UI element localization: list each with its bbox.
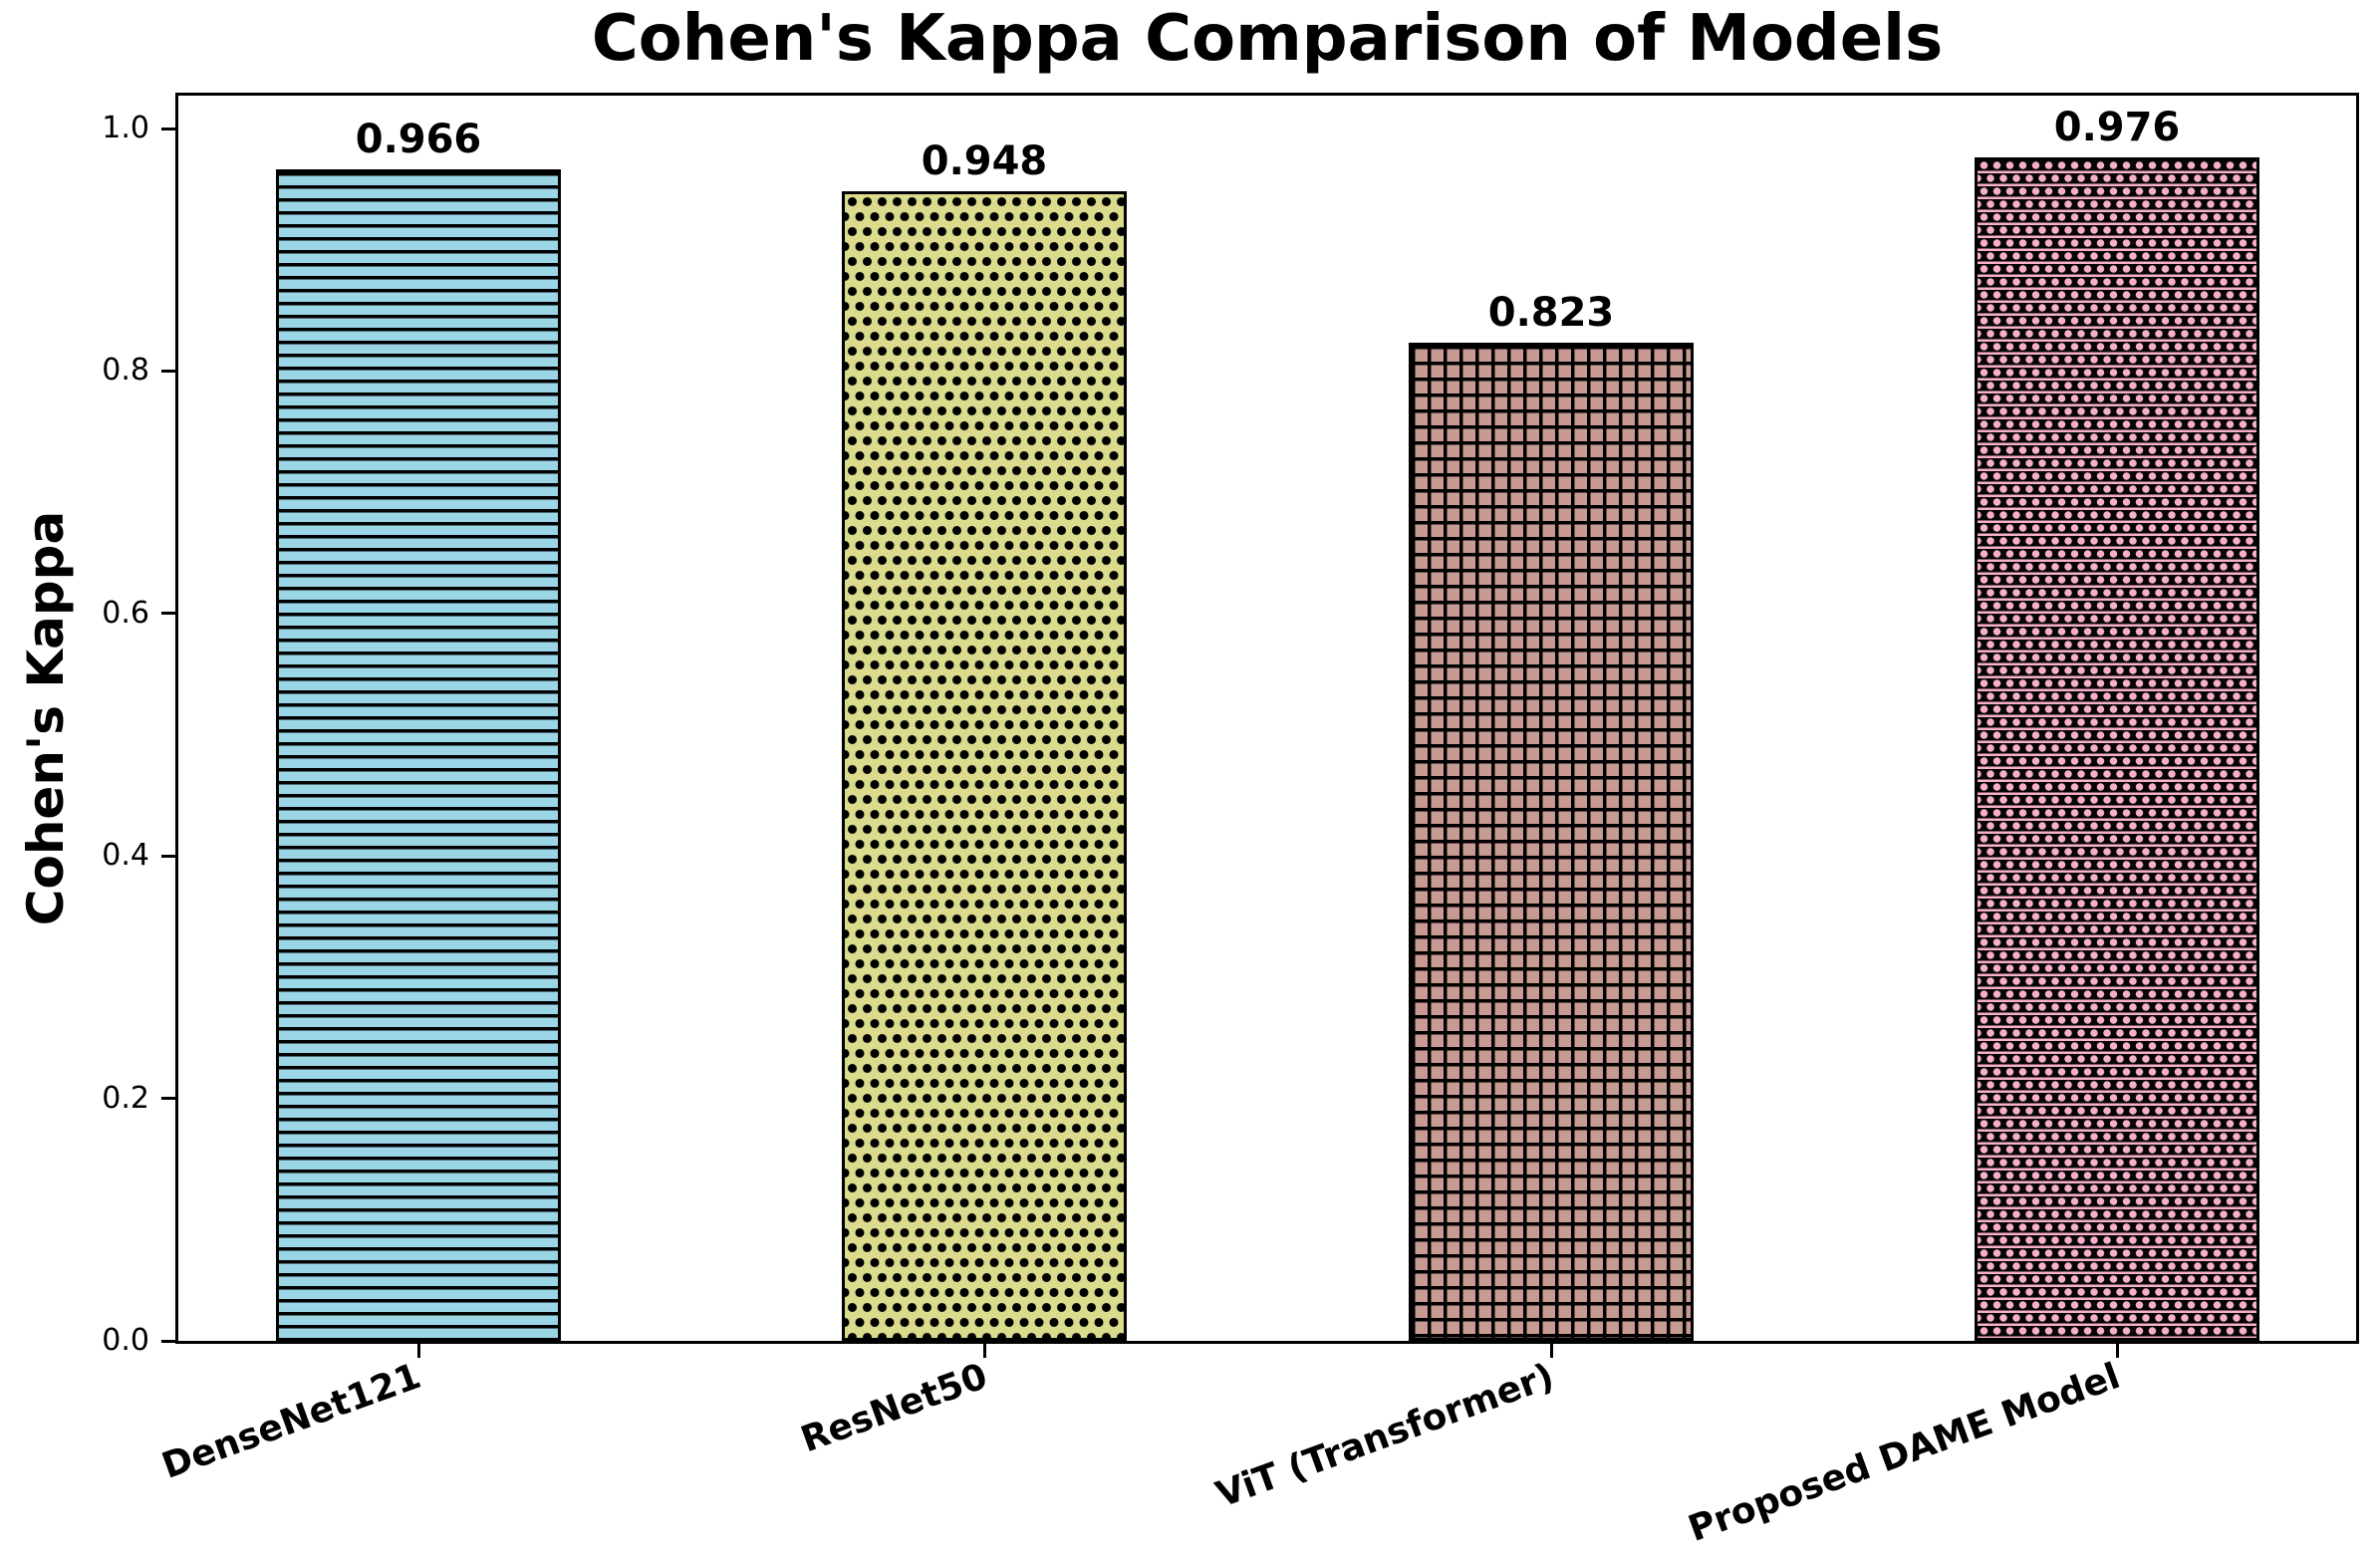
y-tick-label-0.8: 0.8 <box>102 353 149 389</box>
value-label-vit-transformer: 0.823 <box>1487 290 1615 336</box>
x-tick-proposed-dame-model <box>2115 1344 2119 1358</box>
y-tick-1.0 <box>161 127 175 130</box>
y-tick-0.2 <box>161 1097 175 1101</box>
y-tick-0.6 <box>161 612 175 616</box>
value-label-proposed-dame-model: 0.976 <box>2053 105 2181 150</box>
y-tick-label-0.2: 0.2 <box>102 1080 149 1116</box>
y-tick-0.4 <box>161 854 175 858</box>
bar-densenet121 <box>276 169 561 1341</box>
x-tick-label-vit-transformer: ViT (Transformer) <box>1210 1356 1560 1516</box>
x-tick-label-densenet121: DenseNet121 <box>156 1356 427 1487</box>
bar-vit-transformer <box>1409 343 1694 1341</box>
y-tick-label-0.4: 0.4 <box>102 838 149 874</box>
chart-title: Cohen's Kappa Comparison of Models <box>591 2 1944 76</box>
x-tick-vit-transformer <box>1549 1344 1553 1358</box>
value-label-densenet121: 0.966 <box>355 117 482 162</box>
x-tick-label-resnet50: ResNet50 <box>795 1356 993 1461</box>
y-tick-0.0 <box>161 1339 175 1343</box>
bar-resnet50 <box>842 191 1127 1341</box>
y-tick-0.8 <box>161 369 175 373</box>
x-tick-densenet121 <box>416 1344 420 1358</box>
x-tick-resnet50 <box>982 1344 986 1358</box>
bar-proposed-dame-model <box>1975 157 2259 1341</box>
x-tick-label-proposed-dame-model: Proposed DAME Model <box>1683 1356 2126 1550</box>
y-tick-label-0.0: 0.0 <box>102 1323 149 1358</box>
plot-area: 0.966 0.948 0.823 0.976 <box>175 93 2359 1344</box>
y-tick-label-1.0: 1.0 <box>102 111 149 145</box>
y-tick-label-0.6: 0.6 <box>102 595 149 631</box>
value-label-resnet50: 0.948 <box>921 138 1048 184</box>
